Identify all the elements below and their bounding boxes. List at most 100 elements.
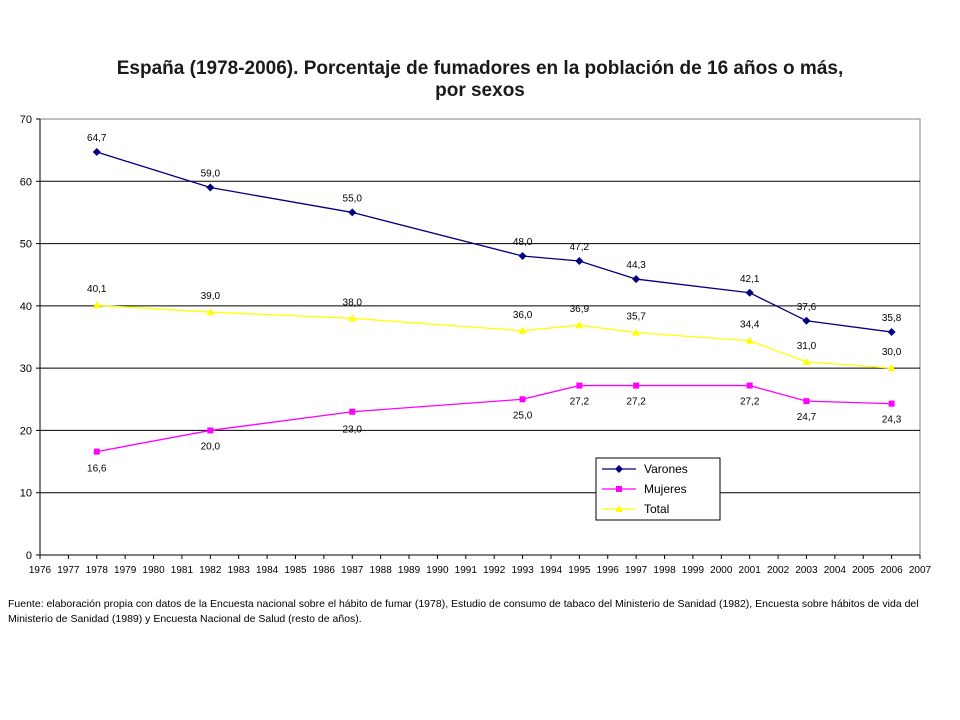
mujeres-data-label: 20,0 [201, 441, 221, 452]
x-tick-label: 1981 [171, 565, 194, 576]
mujeres-point [576, 382, 583, 389]
legend-varones-label: Varones [644, 462, 688, 476]
varones-data-label: 42,1 [740, 274, 760, 285]
x-tick-label: 1996 [597, 565, 620, 576]
x-tick-label: 1977 [57, 565, 80, 576]
total-point [206, 308, 215, 316]
mujeres-data-label: 24,7 [797, 412, 817, 423]
x-tick-label: 2005 [852, 565, 875, 576]
legend-mujeres-label: Mujeres [644, 482, 687, 496]
total-data-label: 36,9 [570, 304, 590, 315]
total-point [745, 336, 754, 344]
varones-point [632, 275, 641, 284]
x-tick-label: 1976 [29, 565, 52, 576]
mujeres-point [349, 408, 356, 415]
x-tick-label: 2002 [767, 565, 790, 576]
y-tick-label: 20 [20, 425, 32, 437]
mujeres-data-label: 27,2 [626, 397, 646, 408]
x-tick-label: 1988 [370, 565, 393, 576]
x-tick-label: 1999 [682, 565, 705, 576]
total-data-label: 39,0 [201, 291, 221, 302]
total-point [802, 357, 811, 365]
y-tick-label: 70 [20, 114, 32, 126]
plot-area [39, 118, 921, 556]
total-point [575, 321, 584, 329]
x-tick-label: 1998 [653, 565, 676, 576]
mujeres-point [207, 427, 214, 434]
varones-point [518, 252, 527, 261]
x-tick-label: 2006 [880, 565, 903, 576]
x-tick-label: 1987 [341, 565, 364, 576]
legend-total-label: Total [644, 502, 669, 516]
total-point [348, 314, 357, 322]
x-tick-label: 1993 [511, 565, 534, 576]
varones-point [745, 288, 754, 297]
chart-title: España (1978-2006). Porcentaje de fumado… [0, 58, 960, 102]
mujeres-data-label: 23,0 [343, 425, 363, 436]
total-data-label: 30,0 [882, 347, 902, 358]
y-tick-label: 0 [26, 550, 32, 562]
x-tick-label: 1991 [455, 565, 478, 576]
x-tick-label: 1979 [114, 565, 137, 576]
y-tick-label: 60 [20, 176, 32, 188]
total-data-label: 38,0 [343, 297, 363, 308]
total-point [887, 364, 896, 372]
y-tick-label: 30 [20, 363, 32, 375]
x-tick-label: 2001 [739, 565, 762, 576]
total-point [632, 328, 641, 336]
varones-data-label: 55,0 [343, 193, 363, 204]
mujeres-point [803, 398, 810, 405]
x-tick-label: 1997 [625, 565, 648, 576]
varones-point [575, 257, 584, 266]
y-tick-label: 10 [20, 488, 32, 500]
varones-point [206, 183, 215, 192]
x-tick-label: 1983 [228, 565, 251, 576]
x-tick-label: 1995 [568, 565, 591, 576]
total-data-label: 31,0 [797, 341, 817, 352]
varones-data-label: 48,0 [513, 237, 533, 248]
varones-data-label: 44,3 [626, 260, 646, 271]
varones-data-label: 59,0 [201, 169, 221, 180]
varones-data-label: 47,2 [570, 242, 590, 253]
x-tick-label: 1980 [142, 565, 165, 576]
varones-point [92, 148, 101, 157]
y-tick-label: 40 [20, 301, 32, 313]
varones-point [802, 316, 811, 325]
varones-data-label: 37,6 [797, 302, 817, 313]
x-tick-label: 2000 [710, 565, 733, 576]
x-tick-label: 2007 [909, 565, 932, 576]
legend-total-marker [615, 505, 623, 512]
mujeres-data-label: 25,0 [513, 410, 533, 421]
varones-data-label: 35,8 [882, 313, 902, 324]
line-chart: 0 10 20 30 40 50 60 70 1976 1977 1978 1979 1980 1981 1… [20, 114, 932, 576]
legend-mujeres-marker [616, 486, 622, 492]
legend-varones-marker [615, 465, 623, 473]
x-tick-label: 1989 [398, 565, 421, 576]
total-data-label: 36,0 [513, 310, 533, 321]
mujeres-point [888, 400, 895, 407]
chart-title-line-1: España (1978-2006). Porcentaje de fumado… [116, 58, 844, 79]
x-tick-label: 1990 [426, 565, 449, 576]
x-tick-label: 2004 [824, 565, 847, 576]
x-tick-label: 2003 [795, 565, 818, 576]
total-data-label: 40,1 [87, 284, 107, 295]
total-data-label: 34,4 [740, 320, 760, 331]
mujeres-point [633, 382, 640, 389]
x-tick-label: 1985 [284, 565, 307, 576]
x-tick-label: 1984 [256, 565, 279, 576]
total-data-label: 35,7 [626, 312, 646, 323]
source-note: Fuente: elaboración propia con datos de … [8, 598, 919, 625]
x-tick-label: 1994 [540, 565, 563, 576]
mujeres-point [519, 396, 526, 403]
mujeres-point [746, 382, 753, 389]
mujeres-data-label: 16,6 [87, 464, 107, 475]
mujeres-data-label: 24,3 [882, 415, 902, 426]
mujeres-data-label: 27,2 [570, 397, 590, 408]
x-tick-label: 1992 [483, 565, 506, 576]
y-tick-label: 50 [20, 239, 32, 251]
varones-data-label: 64,7 [87, 133, 107, 144]
varones-point [887, 328, 896, 337]
x-tick-label: 1982 [199, 565, 222, 576]
total-point [518, 326, 527, 334]
chart-title-line-2: por sexos [435, 80, 525, 101]
